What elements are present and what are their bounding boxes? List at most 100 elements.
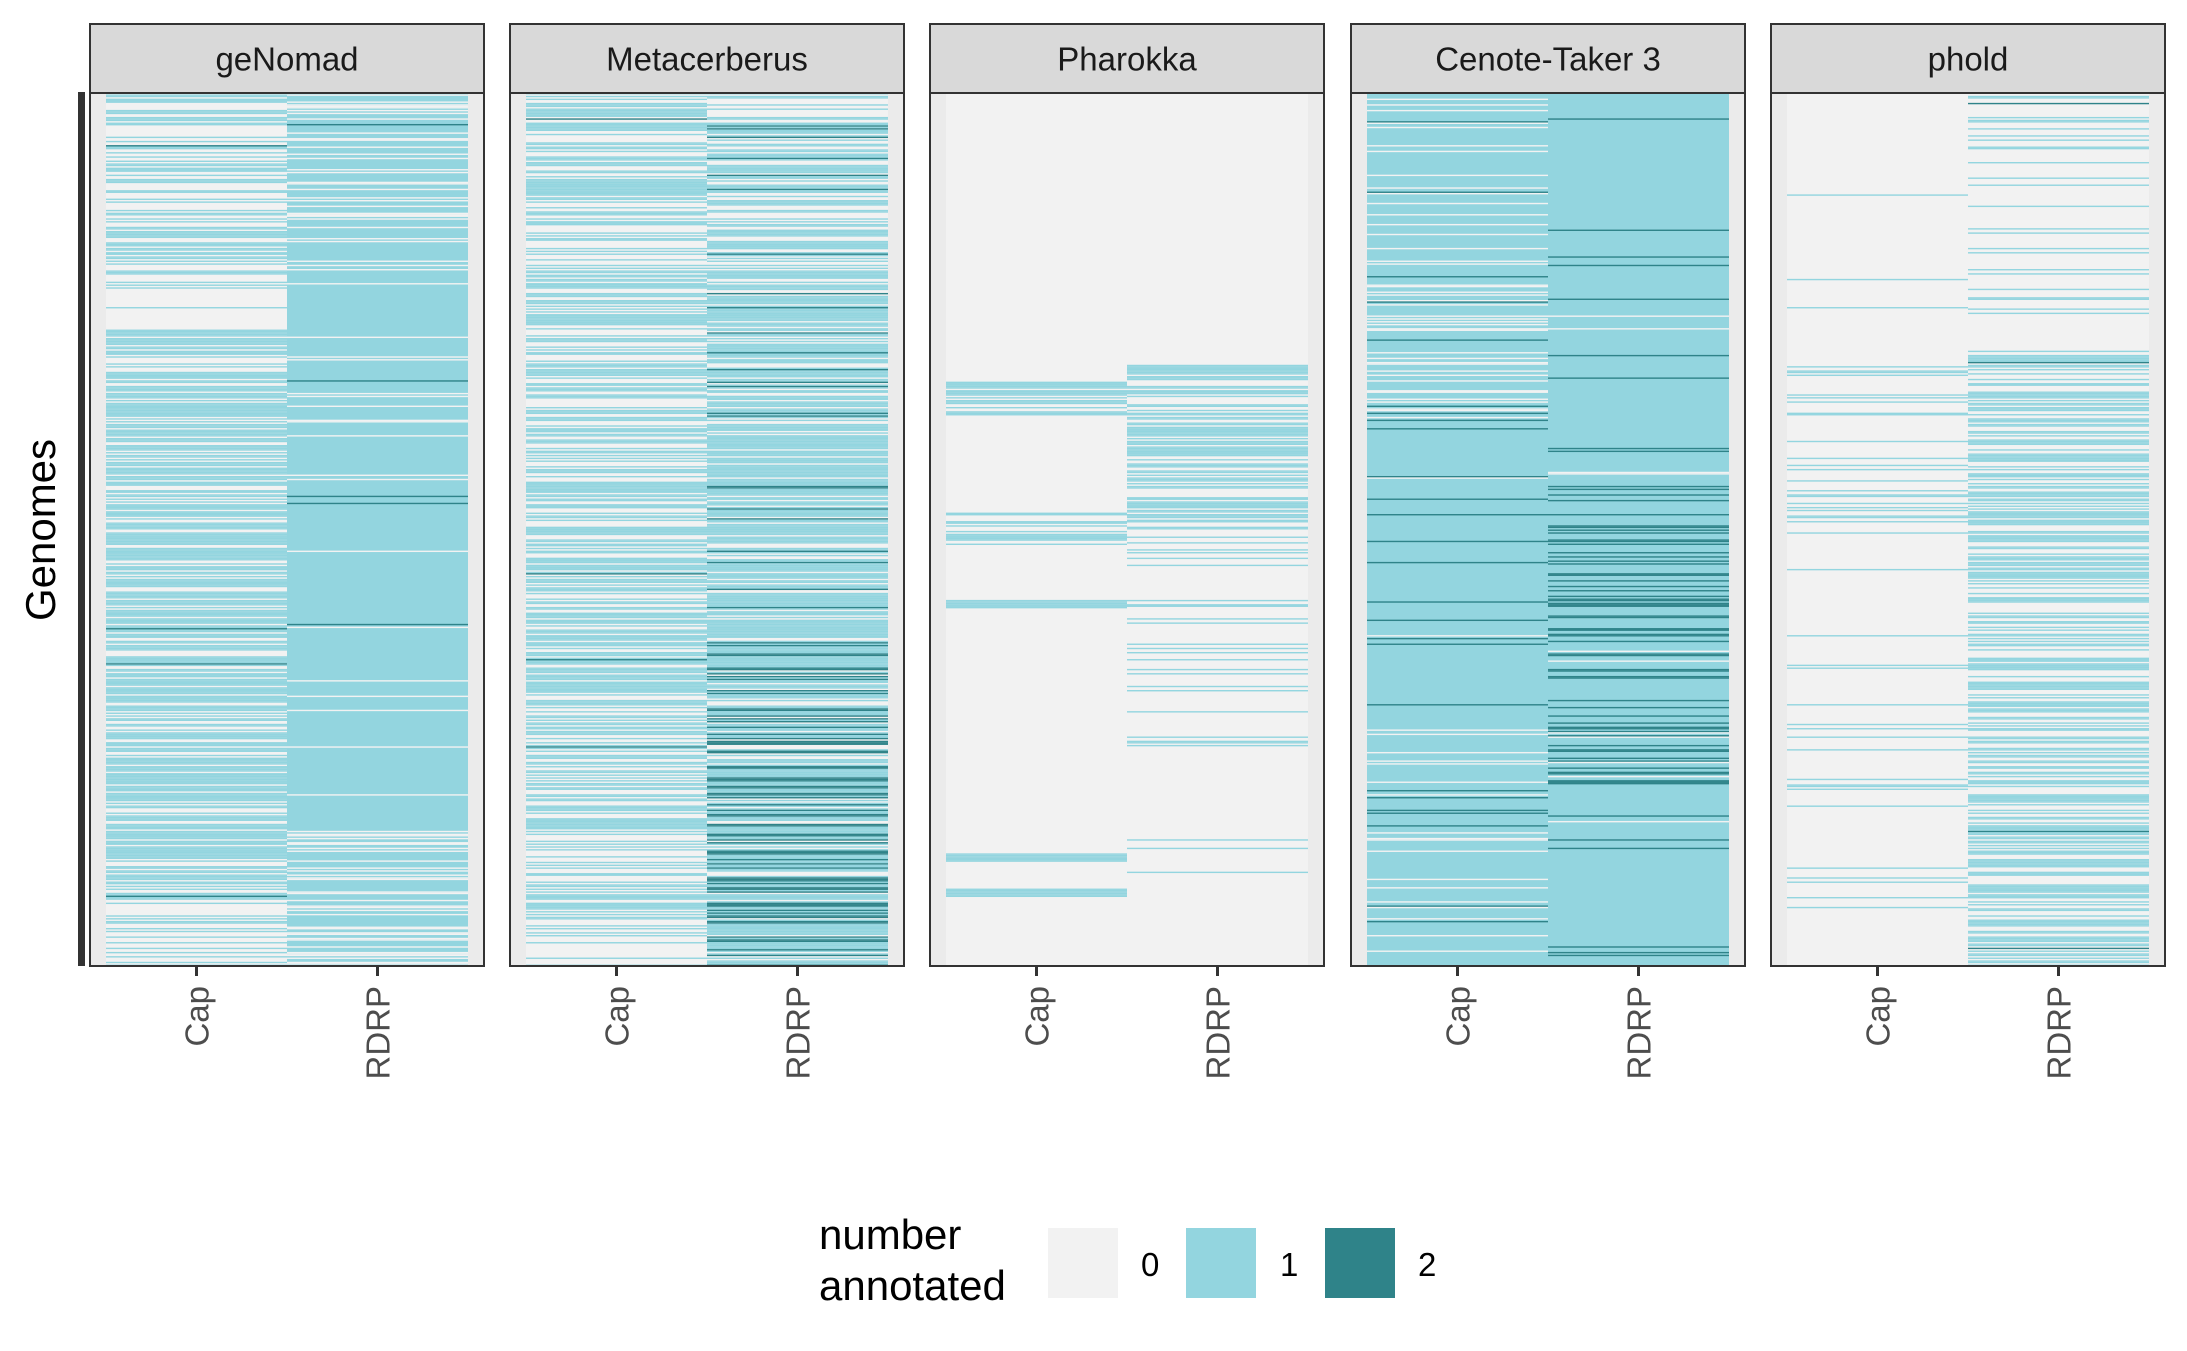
- heatmap-cell: [106, 271, 287, 274]
- heatmap-cell: [1127, 470, 1308, 472]
- heatmap-cell: [946, 512, 1127, 515]
- heatmap-cell: [106, 190, 287, 192]
- heatmap-cell: [1548, 540, 1729, 543]
- heatmap-cell: [707, 880, 888, 882]
- heatmap-cell: [526, 394, 707, 396]
- heatmap-cell: [106, 833, 287, 836]
- heatmap-cell: [707, 384, 888, 386]
- heatmap-cell: [707, 153, 888, 155]
- heatmap-cell: [526, 123, 707, 126]
- heatmap-cell: [1127, 622, 1308, 624]
- heatmap-cell: [707, 792, 888, 795]
- heatmap-cell: [287, 878, 468, 881]
- facet-strip: [1770, 23, 2166, 94]
- heatmap-cell: [1548, 315, 1729, 317]
- heatmap-cell: [106, 761, 287, 764]
- heatmap-cell: [1787, 516, 1968, 519]
- heatmap-cell: [1968, 485, 2149, 488]
- heatmap-cell: [106, 750, 287, 752]
- heatmap-cell: [287, 138, 468, 140]
- heatmap-cell: [526, 798, 707, 800]
- heatmap-cell: [1127, 368, 1308, 371]
- heatmap-cell: [1968, 519, 2149, 522]
- heatmap-cell: [526, 625, 707, 627]
- heatmap-cell: [106, 874, 287, 876]
- heatmap-cell: [526, 602, 707, 605]
- heatmap-cell: [1968, 95, 2149, 98]
- heatmap-cell: [287, 835, 468, 837]
- heatmap-cell: [106, 332, 287, 334]
- heatmap-cell: [707, 919, 888, 921]
- heatmap-cell: [707, 483, 888, 485]
- heatmap-cell: [106, 245, 287, 247]
- heatmap-cell: [707, 832, 888, 834]
- heatmap-cell: [1968, 826, 2149, 829]
- heatmap-cell: [1367, 812, 1548, 814]
- heatmap-cell: [707, 437, 888, 440]
- heatmap-cell: [1787, 664, 1968, 667]
- heatmap-cell: [106, 759, 287, 761]
- heatmap-cell: [707, 668, 888, 671]
- heatmap-cell: [1968, 162, 2149, 164]
- heatmap-cell: [946, 525, 1127, 527]
- heatmap-cell: [1367, 619, 1548, 622]
- heatmap-cell: [1127, 552, 1308, 554]
- heatmap-cell: [1367, 294, 1548, 296]
- heatmap-cell: [707, 549, 888, 551]
- legend-swatch-0: [1048, 1228, 1118, 1298]
- heatmap-cell: [707, 563, 888, 565]
- heatmap-cell: [106, 411, 287, 413]
- heatmap-cell: [106, 567, 287, 569]
- heatmap-cell: [106, 221, 287, 223]
- tile-base: [1787, 93, 1968, 966]
- heatmap-cell: [106, 881, 287, 883]
- heatmap-cell: [1968, 895, 2149, 898]
- heatmap-cell: [526, 766, 707, 768]
- heatmap-cell: [526, 867, 707, 869]
- heatmap-cell: [1968, 514, 2149, 516]
- tile-column-cap: [1367, 93, 1548, 966]
- heatmap-cell: [707, 732, 888, 734]
- heatmap-cell: [707, 187, 888, 189]
- heatmap-cell: [707, 359, 888, 361]
- heatmap-cell: [106, 522, 287, 524]
- heatmap-cell: [1968, 663, 2149, 665]
- heatmap-cell: [526, 314, 707, 316]
- heatmap-cell: [287, 215, 468, 217]
- heatmap-cell: [1548, 767, 1729, 769]
- heatmap-cell: [106, 675, 287, 678]
- heatmap-cell: [526, 294, 707, 296]
- heatmap-cell: [106, 775, 287, 778]
- heatmap-cell: [707, 292, 888, 295]
- heatmap-cell: [526, 732, 707, 734]
- heatmap-cell: [1968, 508, 2149, 510]
- heatmap-cell: [1127, 440, 1308, 443]
- heatmap-cell: [526, 684, 707, 686]
- heatmap-cell: [526, 559, 707, 561]
- heatmap-cell: [707, 108, 888, 110]
- heatmap-cell: [1968, 657, 2149, 660]
- heatmap-cell: [707, 274, 888, 277]
- heatmap-cell: [106, 850, 287, 852]
- heatmap-cell: [1367, 318, 1548, 320]
- heatmap-cell: [1367, 315, 1548, 317]
- heatmap-cell: [1968, 697, 2149, 699]
- heatmap-cell: [1968, 587, 2149, 589]
- heatmap-cell: [526, 311, 707, 313]
- heatmap-cell: [106, 749, 287, 751]
- heatmap-cell: [1367, 122, 1548, 124]
- heatmap-cell: [526, 183, 707, 185]
- heatmap-cell: [526, 757, 707, 760]
- heatmap-cell: [1968, 716, 2149, 719]
- heatmap-cell: [106, 491, 287, 493]
- heatmap-cell: [287, 957, 468, 959]
- heatmap-cell: [106, 715, 287, 717]
- heatmap-cell: [707, 870, 888, 872]
- heatmap-cell: [106, 495, 287, 498]
- heatmap-cell: [1968, 404, 2149, 406]
- heatmap-cell: [1968, 394, 2149, 396]
- heatmap-cell: [526, 584, 707, 586]
- heatmap-cell: [1787, 867, 1968, 869]
- heatmap-cell: [526, 706, 707, 709]
- heatmap-cell: [707, 116, 888, 119]
